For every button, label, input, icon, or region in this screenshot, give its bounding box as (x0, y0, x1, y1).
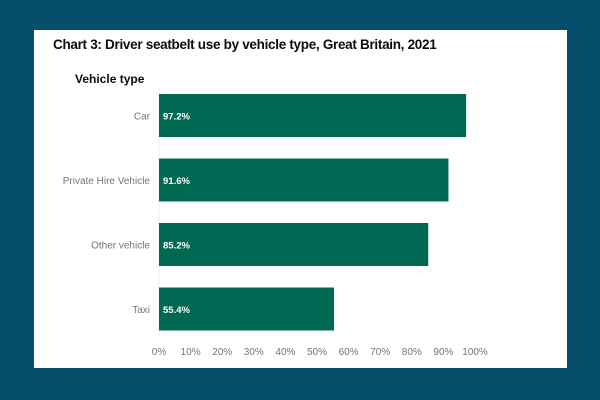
x-tick-label: 90% (433, 347, 453, 358)
bar (159, 94, 467, 137)
category-label: Other vehicle (91, 241, 150, 252)
data-label: 55.4% (163, 305, 190, 316)
category-label: Private Hire Vehicle (63, 176, 151, 187)
y-axis-title: Vehicle type (75, 72, 145, 86)
bar (159, 287, 335, 331)
x-tick-label: 30% (244, 347, 264, 358)
x-tick-label: 0% (152, 347, 167, 358)
x-tick-label: 40% (275, 347, 295, 358)
data-label: 91.6% (163, 176, 190, 187)
x-tick-label: 10% (181, 347, 201, 358)
x-tick-label: 100% (462, 347, 488, 358)
category-label: Car (134, 112, 151, 123)
x-tick-label: 70% (370, 347, 390, 358)
x-tick-label: 50% (307, 347, 327, 358)
bar (159, 158, 449, 202)
data-label: 85.2% (163, 241, 190, 252)
data-label: 97.2% (163, 112, 190, 123)
bar (159, 223, 429, 266)
chart-title: Chart 3: Driver seatbelt use by vehicle … (53, 37, 437, 52)
x-tick-label: 20% (212, 347, 232, 358)
category-label: Taxi (132, 305, 150, 316)
x-tick-label: 60% (339, 347, 359, 358)
x-tick-label: 80% (402, 347, 422, 358)
